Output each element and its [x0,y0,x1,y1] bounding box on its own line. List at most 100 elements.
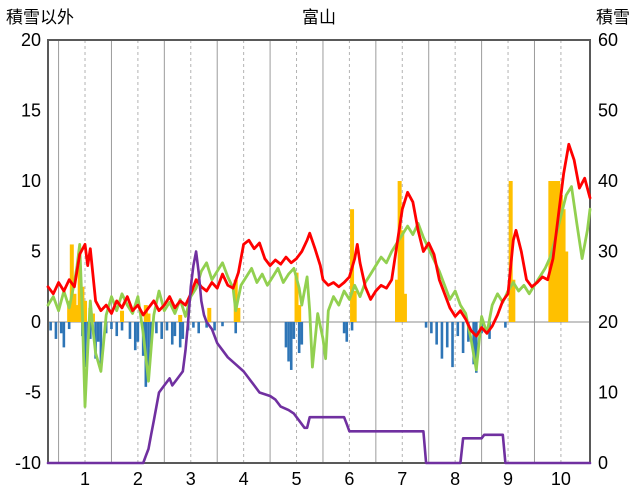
snowfall-bars-bar [402,293,407,322]
x-axis-tick: 4 [239,469,249,489]
below-zero-bars-bar [284,322,288,348]
snowfall-bars-bar [558,195,563,322]
x-axis-tick: 7 [397,469,407,489]
below-zero-bars-bar [451,322,454,368]
below-zero-bars-bar [350,322,354,331]
below-zero-bars-bar [178,322,182,348]
snowfall-bars-bar [75,305,80,322]
snowfall-bars-bar [561,209,566,322]
snowfall-bars-bar [120,310,125,322]
below-zero-bars-bar [234,322,238,334]
snowfall-bars-bar [294,272,299,322]
snowfall-bars-bar [553,181,558,322]
below-zero-bars-bar [115,322,119,337]
snowfall-bars-bar [297,305,302,322]
right-axis-tick: 0 [598,453,608,473]
below-zero-bars-bar [472,322,475,365]
snowfall-bars-bar [77,265,82,322]
snowfall-bars-bar [548,181,553,322]
right-axis-tick: 40 [598,171,618,191]
line-series [46,142,592,465]
snowfall-bars-bar [511,279,516,322]
snowfall-bars-bar [397,181,402,322]
below-zero-bars-bar [99,322,103,365]
below-zero-bars-bar [205,322,208,328]
below-zero-bars-bar [62,322,66,348]
snowfall-bars-bar [72,293,77,322]
below-zero-bars-bar [67,322,71,330]
snowfall-bars-bar [564,251,569,322]
below-zero-bars-bar [89,322,92,339]
below-zero-bars-bar [94,322,97,359]
snowfall-bars-bar [67,300,72,322]
snowfall-bars-bar [395,279,399,322]
x-axis-tick: 8 [450,469,460,489]
below-zero-bars-bar [345,322,349,342]
below-zero-bars-bar [59,322,63,334]
below-zero-bars-bar [440,322,444,359]
snowfall-bars-bar [508,181,513,322]
below-zero-bars-bar [424,322,428,328]
plot-border [47,39,591,464]
right-axis-tick: 10 [598,383,618,403]
green-temperature-line [46,185,592,409]
below-zero-bars-bar [155,322,158,334]
below-zero-bars-bar [504,322,507,328]
snowfall-bars-bar [556,181,561,322]
below-zero-bars-bar [181,322,185,339]
right-axis-tick: 60 [598,30,618,50]
snowfall-bars-bar [83,300,88,322]
left-axis-tick: 0 [31,312,41,332]
left-axis-tick: 20 [21,30,41,50]
below-zero-bars-bar [165,322,169,331]
below-zero-bars-bar [147,322,150,368]
left-axis-tick: 15 [21,101,41,121]
left-axis-tick: 10 [21,171,41,191]
red-temperature-line [46,142,592,338]
x-axis-tick: 10 [551,469,571,489]
snowfall-bars-bar [400,230,405,322]
x-axis-tick: 9 [503,469,513,489]
below-zero-bars-bar [128,322,132,339]
below-zero-bars-bar [170,322,174,345]
left-axis-tick: -10 [15,453,41,473]
below-zero-bars-bar [475,322,478,373]
below-zero-bars-bar [289,322,293,370]
below-zero-bars-bar [445,322,449,348]
below-zero-bars-bar [83,322,87,368]
below-zero-bars-bar [120,322,124,331]
below-zero-bars-bar [110,322,113,330]
right-axis-tick: 20 [598,312,618,332]
x-axis-tick: 2 [133,469,143,489]
below-zero-bars-bar [430,322,433,334]
below-zero-bars-bar [342,322,346,334]
below-zero-bars-bar [160,322,163,339]
snow-depth-line [46,250,592,465]
snowfall-bars-bar [236,307,241,322]
below-zero-bars-bar [287,322,290,362]
right-axis-tick: 30 [598,242,618,262]
below-zero-bars-bar [292,322,296,339]
snowfall-bars-bar [146,313,151,322]
snowfall-bars-bar [178,314,183,322]
x-axis-tick: 5 [292,469,302,489]
below-zero-bars-bar [213,322,216,331]
below-zero-bars-bar [435,322,438,345]
chart-title: 富山 [302,8,336,27]
left-axis-tick: -5 [25,383,41,403]
below-zero-bars-bar [133,322,137,351]
x-axis-tick: 6 [344,469,354,489]
left-axis-tick: 5 [31,242,41,262]
right-axis-tick: 50 [598,101,618,121]
snowfall-bars-bar [207,307,212,322]
below-zero-bars-bar [297,322,301,354]
below-zero-bars-bar [456,322,460,337]
x-axis-tick: 3 [186,469,196,489]
snowfall-bars-bar [352,290,357,322]
x-axis-tick: 1 [80,469,90,489]
below-zero-bars-bar [197,322,200,334]
below-zero-bars-bar [173,322,177,337]
